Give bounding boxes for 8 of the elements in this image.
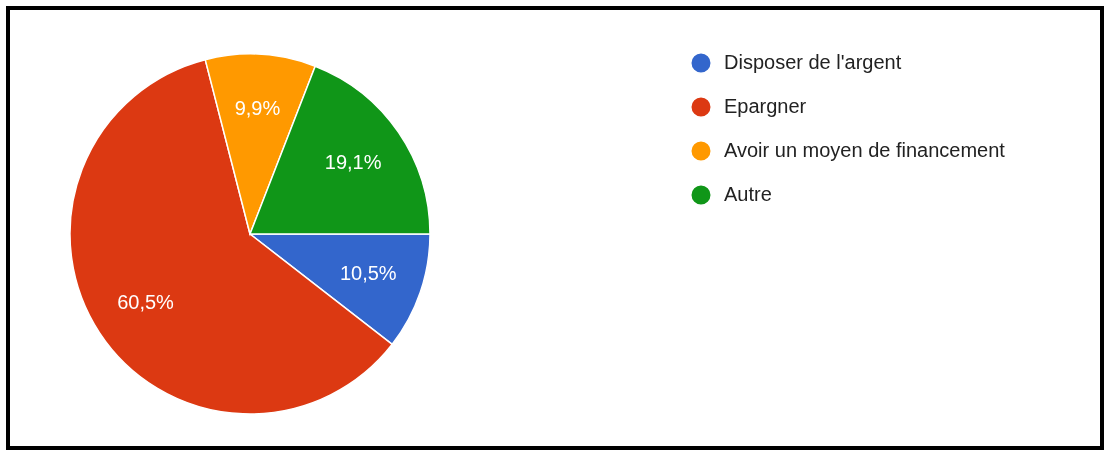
data-label: 19,1%	[324, 151, 382, 174]
legend-label: Autre	[724, 183, 772, 205]
data-label: 10,5%	[339, 262, 397, 285]
legend-label: Epargner	[724, 95, 807, 117]
data-label: 9,9%	[234, 97, 281, 120]
data-label: 60,5%	[117, 290, 175, 313]
legend-label: Avoir un moyen de financement	[724, 139, 1006, 161]
legend-label: Disposer de l'argent	[724, 51, 902, 73]
